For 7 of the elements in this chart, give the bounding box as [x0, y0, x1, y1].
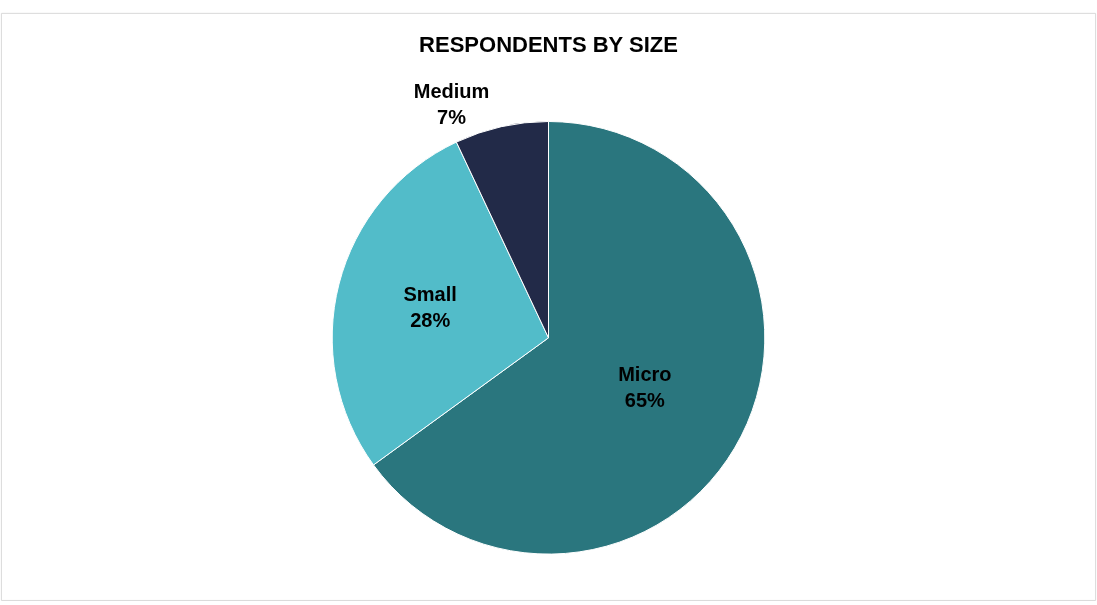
data-label: 7% [437, 105, 467, 128]
slice-label: Micro [618, 362, 672, 385]
data-label: 28% [410, 309, 451, 332]
chart-title: RESPONDENTS BY SIZE [419, 31, 678, 57]
slice-label: Medium [413, 79, 490, 102]
slice-label: Small [403, 283, 457, 306]
data-label: 65% [624, 388, 666, 411]
